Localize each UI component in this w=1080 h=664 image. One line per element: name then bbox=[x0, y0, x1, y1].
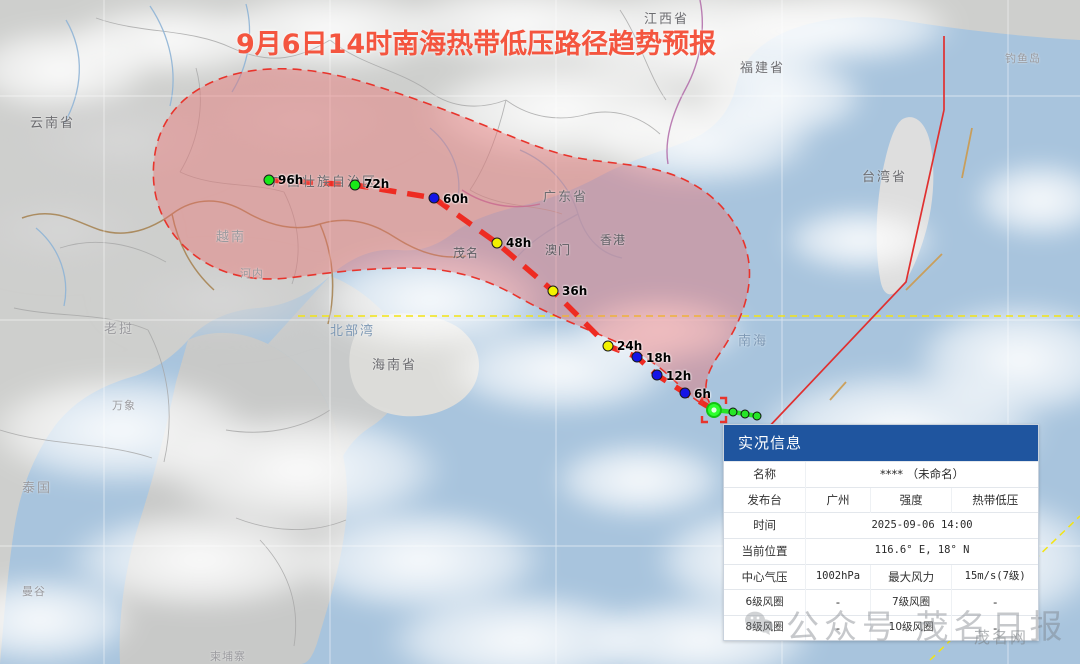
forecast-point-12h[interactable] bbox=[651, 369, 663, 381]
forecast-label-96h: 96h bbox=[278, 173, 304, 187]
info-value: 15m/s(7级) bbox=[951, 563, 1038, 590]
live-info-panel: 实况信息 名称 **** （未命名） 发布台 广州 强度 热带低压 时间 2025-09-06… bbox=[723, 424, 1039, 642]
forecast-track-line bbox=[268, 177, 716, 413]
info-value: - bbox=[805, 589, 871, 616]
info-value: 热带低压 bbox=[951, 486, 1038, 513]
forecast-point-72h[interactable] bbox=[349, 179, 361, 191]
info-key: 中心气压 bbox=[724, 563, 806, 590]
forecast-point-18h[interactable] bbox=[631, 351, 643, 363]
info-value: **** （未命名） bbox=[805, 461, 1038, 488]
forecast-point-96h[interactable] bbox=[263, 174, 275, 186]
info-value: 116.6° E, 18° N bbox=[805, 537, 1038, 565]
forecast-label-36h: 36h bbox=[562, 284, 588, 298]
forecast-label-48h: 48h bbox=[506, 236, 532, 250]
observed-point-1[interactable] bbox=[740, 409, 750, 419]
observed-track-line bbox=[713, 407, 758, 419]
sea-reference-lines bbox=[829, 127, 973, 401]
live-info-header: 实况信息 bbox=[724, 425, 1038, 461]
forecast-label-72h: 72h bbox=[364, 177, 390, 191]
current-position-marker[interactable] bbox=[700, 396, 728, 424]
observed-point-0[interactable] bbox=[728, 407, 738, 417]
info-key: 时间 bbox=[724, 512, 806, 539]
forecast-label-12h: 12h bbox=[666, 369, 692, 383]
forecast-point-36h[interactable] bbox=[547, 285, 559, 297]
info-key: 名称 bbox=[724, 461, 806, 488]
wechat-icon bbox=[745, 611, 773, 635]
info-key: 最大风力 bbox=[869, 563, 952, 590]
admin-borders bbox=[0, 9, 667, 647]
info-row: 名称 **** （未命名） bbox=[724, 461, 1038, 488]
info-value: 广州 bbox=[805, 486, 871, 513]
info-row: 6级风圈 -7级风圈 - bbox=[724, 589, 1038, 616]
forecast-point-6h[interactable] bbox=[679, 387, 691, 399]
forecast-point-60h[interactable] bbox=[428, 192, 440, 204]
info-value: - bbox=[805, 614, 871, 641]
forecast-point-48h[interactable] bbox=[491, 237, 503, 249]
info-key: 当前位置 bbox=[724, 537, 806, 565]
info-row: 当前位置 116.6° E, 18° N bbox=[724, 537, 1038, 565]
info-key: 10级风圈 bbox=[869, 614, 952, 641]
forecast-label-24h: 24h bbox=[617, 339, 643, 353]
maritime-boundary-line bbox=[765, 36, 945, 431]
observed-point-2[interactable] bbox=[752, 411, 762, 421]
forecast-point-24h[interactable] bbox=[602, 340, 614, 352]
info-key: 发布台 bbox=[724, 486, 806, 513]
live-info-table: 名称 **** （未命名） 发布台 广州 强度 热带低压 时间 2025-09-06 14:0… bbox=[724, 461, 1038, 641]
info-value: - bbox=[951, 589, 1038, 616]
info-value: 1002hPa bbox=[805, 563, 871, 590]
info-row: 8级风圈-10级风圈- bbox=[724, 614, 1038, 641]
info-row: 中心气压 1002hPa 最大风力 15m/s(7级) bbox=[724, 563, 1038, 590]
rivers bbox=[35, 3, 623, 307]
info-key: 7级风圈 bbox=[869, 589, 952, 616]
forecast-uncertainty-cone bbox=[152, 67, 751, 411]
info-row: 时间 2025-09-06 14:00 bbox=[724, 512, 1038, 539]
info-row: 发布台 广州 强度 热带低压 bbox=[724, 486, 1038, 513]
info-key: 强度 bbox=[869, 486, 952, 513]
forecast-label-60h: 60h bbox=[443, 192, 469, 206]
info-key: 8级风圈 bbox=[724, 614, 806, 641]
page-title: 9月6日14时南海热带低压路径趋势预报 bbox=[236, 29, 717, 60]
forecast-label-6h: 6h bbox=[694, 387, 711, 401]
provincial-boundary-highlight bbox=[461, 0, 703, 208]
info-value: - bbox=[951, 614, 1038, 641]
info-value: 2025-09-06 14:00 bbox=[805, 512, 1038, 539]
info-key: 6级风圈 bbox=[724, 589, 806, 616]
forecast-label-18h: 18h bbox=[646, 351, 672, 365]
yellow-dashed-boundary bbox=[298, 315, 1080, 661]
